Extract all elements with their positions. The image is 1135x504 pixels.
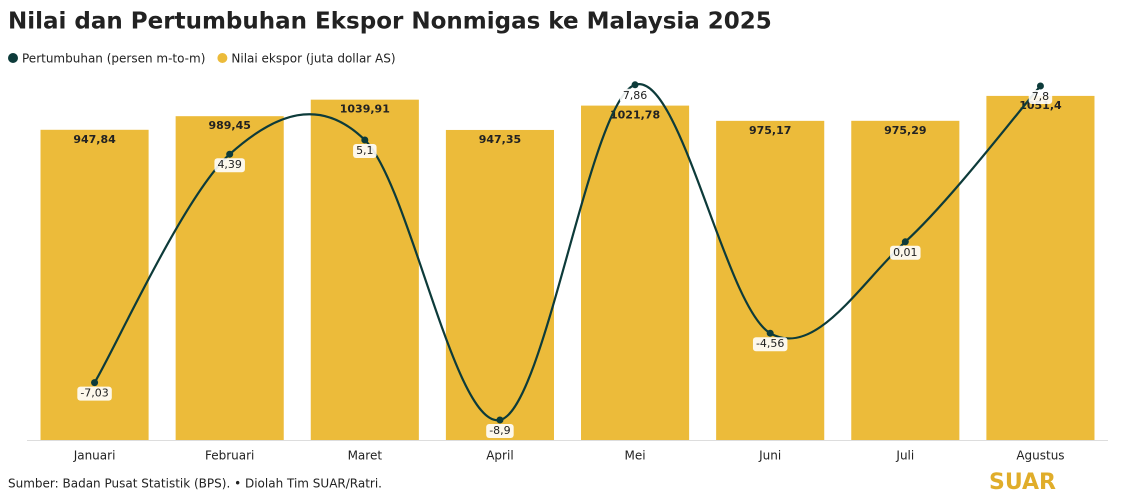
line-point bbox=[496, 416, 504, 424]
source: Sumber: Badan Pusat Statistik (BPS). • D… bbox=[8, 477, 382, 491]
bar bbox=[581, 105, 690, 440]
line-value-label: -7,03 bbox=[77, 386, 112, 401]
label-box bbox=[353, 144, 377, 158]
chart-title: Nilai dan Pertumbuhan Ekspor Nonmigas ke… bbox=[8, 9, 772, 35]
line-value-label: 5,1 bbox=[353, 144, 377, 158]
line-value-text: -4,56 bbox=[756, 337, 784, 350]
line-value-label: 4,39 bbox=[214, 158, 245, 173]
label-box bbox=[486, 424, 514, 438]
line-point bbox=[1036, 82, 1044, 90]
x-tick-label: Juli bbox=[895, 449, 914, 463]
line-value-text: -7,03 bbox=[80, 387, 108, 400]
line bbox=[93, 83, 1042, 422]
bar bbox=[986, 95, 1095, 440]
line-value-label: -4,56 bbox=[752, 337, 788, 352]
line-point bbox=[226, 150, 234, 158]
x-tick-label: Mei bbox=[625, 449, 646, 463]
line-value-label: 0,01 bbox=[890, 245, 921, 260]
x-tick-label: Juni bbox=[758, 449, 781, 463]
label-box bbox=[890, 245, 921, 260]
label-box bbox=[752, 337, 788, 352]
label-box bbox=[1028, 90, 1053, 104]
line-point bbox=[91, 379, 99, 387]
x-tick-label: Januari bbox=[73, 449, 116, 463]
bar bbox=[445, 129, 554, 440]
legend-label: Nilai ekspor (juta dollar AS) bbox=[231, 52, 395, 66]
label-box bbox=[619, 88, 651, 103]
line-value-label: 7,8 bbox=[1028, 90, 1053, 104]
bar-value-label: 989,45 bbox=[208, 119, 250, 132]
line-point bbox=[361, 136, 369, 144]
label-box bbox=[77, 386, 112, 401]
bar-value-label: 1039,91 bbox=[340, 103, 390, 116]
line-point bbox=[901, 238, 909, 246]
label-box bbox=[214, 158, 245, 173]
legend-label: Pertumbuhan (persen m-to-m) bbox=[22, 52, 205, 66]
line-value-text: 7,86 bbox=[623, 89, 648, 102]
bar-value-label: 947,35 bbox=[479, 133, 521, 146]
x-tick-label: Agustus bbox=[1016, 449, 1064, 463]
bar-value-label: 947,84 bbox=[73, 133, 116, 146]
line-value-text: 5,1 bbox=[356, 144, 374, 157]
line-value-text: -8,9 bbox=[489, 424, 510, 437]
line-value-label: -8,9 bbox=[486, 424, 514, 438]
x-tick-label: Februari bbox=[205, 449, 254, 463]
bar-value-label: 1021,78 bbox=[610, 109, 660, 122]
line-point bbox=[766, 329, 774, 337]
x-tick-label: Maret bbox=[348, 449, 383, 463]
bar-value-label: 975,17 bbox=[749, 124, 791, 137]
bar-value-label: 975,29 bbox=[884, 124, 926, 137]
line-value-text: 4,39 bbox=[217, 158, 242, 171]
legend-swatch bbox=[8, 53, 18, 63]
line-value-label: 7,86 bbox=[619, 88, 651, 103]
bar bbox=[716, 120, 825, 440]
line-value-text: 0,01 bbox=[893, 246, 918, 259]
x-tick-label: April bbox=[486, 449, 513, 463]
legend-swatch bbox=[217, 53, 228, 63]
line-point bbox=[631, 81, 639, 89]
line-value-text: 7,8 bbox=[1032, 90, 1050, 103]
logo: SUAR bbox=[989, 470, 1056, 495]
